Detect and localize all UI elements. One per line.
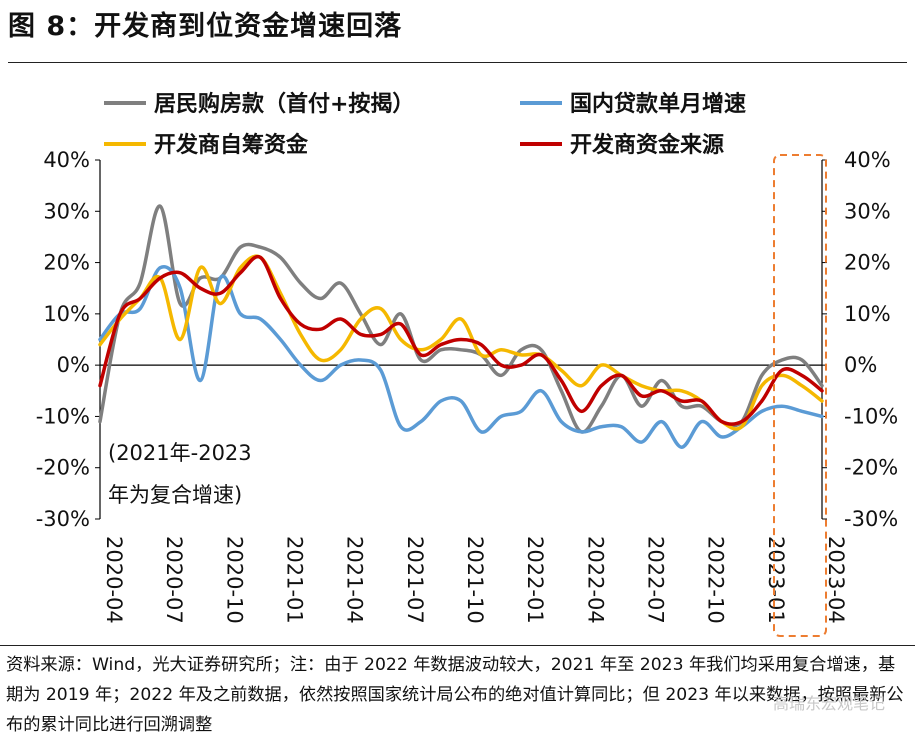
- x-tick-label: 2020-10: [222, 536, 246, 624]
- y-tick-label-left: -10%: [36, 404, 90, 428]
- title-rule: [8, 62, 907, 63]
- legend-label: 开发商自筹资金: [154, 132, 309, 158]
- series-line-total-funding: [98, 254, 824, 426]
- x-axis: 2020-04 2020-07 2020-10 2021-01 2021-04 2021-…: [102, 536, 848, 624]
- x-tick-label: 2023-04: [824, 536, 848, 624]
- y-tick-label-right: 0%: [844, 353, 877, 377]
- y-axis-left: 40% 30% 20% 10% 0% -10% -20% -30%: [36, 148, 100, 531]
- annotation-line-1: (2021年-2023: [108, 441, 252, 465]
- y-tick-label-right: 20%: [844, 251, 891, 275]
- y-axis-right: 40% 30% 20% 10% 0% -10% -20% -30%: [822, 148, 898, 531]
- x-tick-label: 2023-01: [764, 536, 788, 624]
- series-lines: [98, 204, 824, 449]
- x-tick-label: 2022-07: [644, 536, 668, 624]
- y-tick-label-right: -20%: [844, 456, 898, 480]
- x-tick-label: 2020-04: [102, 536, 126, 624]
- series-line-domestic-loans: [98, 265, 824, 449]
- y-tick-label-left: 0%: [57, 353, 90, 377]
- annotation-line-2: 年为复合增速): [108, 483, 242, 507]
- y-tick-label-left: 20%: [43, 251, 90, 275]
- x-tick-label: 2020-07: [162, 536, 186, 624]
- x-tick-label: 2021-10: [463, 536, 487, 624]
- y-tick-label-right: 40%: [844, 148, 891, 172]
- legend-label: 国内贷款单月增速: [570, 91, 746, 117]
- x-tick-label: 2022-01: [523, 536, 547, 624]
- y-tick-label-right: 30%: [844, 199, 891, 223]
- x-tick-label: 2022-04: [583, 536, 607, 624]
- y-tick-label-left: 40%: [43, 148, 90, 172]
- legend-label: 居民购房款（首付+按揭）: [154, 91, 414, 117]
- y-tick-label-right: -30%: [844, 507, 898, 531]
- watermark: 高瑞东宏观笔记: [772, 694, 885, 713]
- y-tick-label-left: -20%: [36, 456, 90, 480]
- series-line-home-buyer-payments: [98, 204, 824, 434]
- y-tick-label-left: 30%: [43, 199, 90, 223]
- x-tick-label: 2021-04: [343, 536, 367, 624]
- x-tick-label: 2021-07: [403, 536, 427, 624]
- y-tick-label-right: 10%: [844, 302, 891, 326]
- x-tick-label: 2021-01: [283, 536, 307, 624]
- y-tick-label-left: -30%: [36, 507, 90, 531]
- source-note: 资料来源：Wind，光大证券研究所；注：由于 2022 年数据波动较大，2021…: [6, 655, 904, 735]
- legend-label: 开发商资金来源: [570, 132, 724, 158]
- y-tick-label-right: -10%: [844, 404, 898, 428]
- y-tick-label-left: 10%: [43, 302, 90, 326]
- line-chart: 40% 30% 20% 10% 0% -10% -20% -30% 40% 30% 20% 10% 0…: [36, 91, 898, 637]
- note-rule: [0, 645, 915, 646]
- figure-title: 图 8：开发商到位资金增速回落: [8, 11, 403, 42]
- x-tick-label: 2022-10: [704, 536, 728, 624]
